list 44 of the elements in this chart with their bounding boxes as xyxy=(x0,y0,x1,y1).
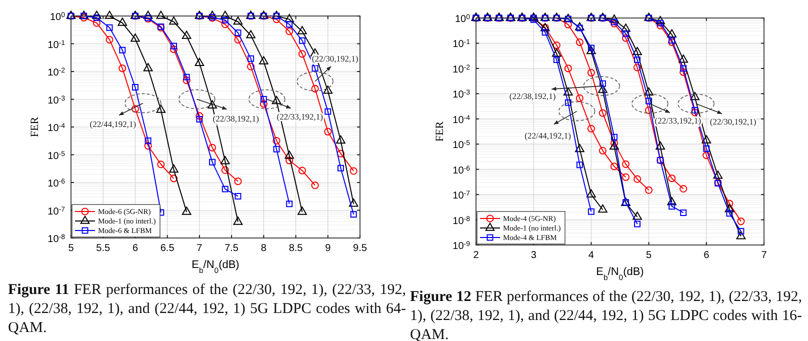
x-tick-label: 7.5 xyxy=(224,243,239,254)
annotation: (22/38,192,1) xyxy=(509,91,556,102)
x-tick-label: 6 xyxy=(132,243,138,254)
annotation: (22/44,192,1) xyxy=(524,130,572,140)
y-tick-label: 10$^{0}$ xyxy=(454,14,470,25)
x-tick-label: 9.5 xyxy=(353,243,368,254)
y-tick-label: 10$^{-2}$ xyxy=(48,67,66,78)
y-axis-title: FER xyxy=(434,120,446,142)
y-tick-label: 10$^{-5}$ xyxy=(48,150,66,162)
x-tick-label: 5.5 xyxy=(96,243,110,254)
x-axis-title: E$_{b}$/N$_{0}$(dB) xyxy=(596,266,644,282)
x-tick-label: 7 xyxy=(761,250,768,261)
y-tick-label: 10$^{-2}$ xyxy=(452,64,470,76)
y-tick-label: 10$^{-9}$ xyxy=(452,240,470,252)
y-tick-label: 10$^{-8}$ xyxy=(48,234,66,245)
x-axis-title: E$_{b}$/N$_{0}$(dB) xyxy=(192,259,240,274)
x-tick-label: 6.5 xyxy=(160,243,175,254)
annotation: (22/30,192,1) xyxy=(710,116,756,127)
x-tick-label: 3 xyxy=(530,250,537,261)
y-axis-title: FER xyxy=(29,116,41,138)
x-tick-label: 8.5 xyxy=(288,243,304,254)
y-tick-label: 10$^{0}$ xyxy=(50,12,66,23)
y-tick-label: 10$^{-7}$ xyxy=(48,206,66,218)
y-tick-label: 10$^{-4}$ xyxy=(48,122,66,134)
y-tick-label: 10$^{-6}$ xyxy=(452,164,470,176)
y-tick-label: 10$^{-8}$ xyxy=(452,215,470,227)
x-tick-label: 9 xyxy=(325,243,332,254)
annotation: (22/44,192,1) xyxy=(90,119,136,130)
y-tick-label: 10$^{-3}$ xyxy=(48,94,66,106)
x-tick-label: 6 xyxy=(704,250,710,261)
caption: Figure 11 FER performances of the (22/30, 192, 1), (22/33, 192, 1), (22/38, 192, 1), and (22/44, 192, 1) 5G LDPC codes with 64-QAM. xyxy=(8,281,406,338)
x-tick-label: 7 xyxy=(196,243,203,254)
y-tick-label: 10$^{-6}$ xyxy=(48,178,66,190)
x-tick-label: 5 xyxy=(646,250,652,261)
x-tick-label: 2 xyxy=(473,250,480,261)
x-tick-label: 8 xyxy=(260,243,267,254)
y-tick-label: 10$^{-1}$ xyxy=(452,38,470,50)
y-tick-label: 10$^{-4}$ xyxy=(452,114,470,126)
y-tick-label: 10$^{-1}$ xyxy=(48,39,66,51)
y-tick-label: 10$^{-5}$ xyxy=(452,140,470,152)
x-tick-label: 4 xyxy=(588,250,594,261)
y-tick-label: 10$^{-3}$ xyxy=(452,89,470,101)
x-tick-label: 5 xyxy=(68,243,74,254)
y-tick-label: 10$^{-7}$ xyxy=(452,190,470,202)
